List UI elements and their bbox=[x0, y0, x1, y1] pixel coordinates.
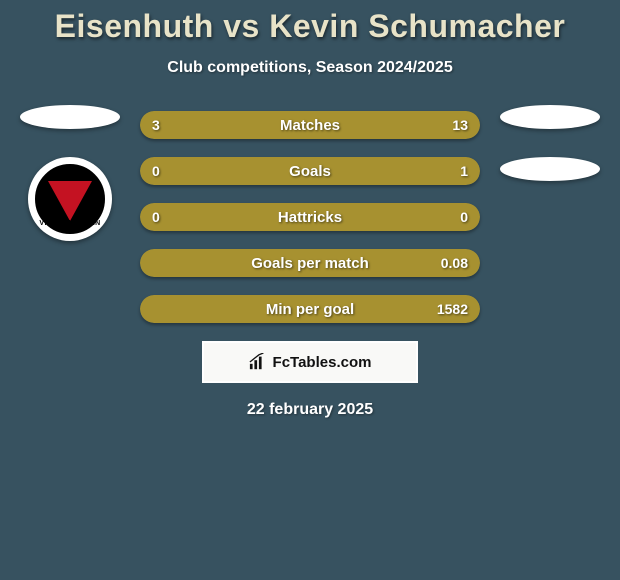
club-badge-name: VIKTORIA KÖLN bbox=[38, 220, 102, 227]
stat-row: Goals per match0.08 bbox=[140, 249, 480, 277]
club-badge-v-icon bbox=[48, 181, 92, 221]
stat-row: Min per goal1582 bbox=[140, 295, 480, 323]
stat-bar-right bbox=[154, 249, 480, 277]
stat-bar-left bbox=[140, 203, 310, 231]
stat-bars: Matches313 Goals01 Hattricks00 Goals per ma… bbox=[140, 111, 480, 323]
stat-bar-left bbox=[140, 249, 154, 277]
stat-bar-left bbox=[140, 157, 160, 185]
stat-row: Goals01 bbox=[140, 157, 480, 185]
snapshot-date: 22 february 2025 bbox=[0, 401, 620, 419]
club-badge-viktoria-koln: 1904 VIKTORIA KÖLN bbox=[28, 157, 112, 241]
stat-row: Hattricks00 bbox=[140, 203, 480, 231]
stat-bar-left bbox=[140, 295, 154, 323]
right-player-badges bbox=[495, 105, 605, 209]
stat-bar-track bbox=[140, 295, 480, 323]
brand-text: FcTables.com bbox=[273, 354, 372, 371]
comparison-chart: 1904 VIKTORIA KÖLN Matches313 Goals01 Hatt… bbox=[0, 111, 620, 323]
left-player-badges: 1904 VIKTORIA KÖLN bbox=[15, 105, 125, 241]
player-photo-placeholder bbox=[500, 105, 600, 129]
comparison-title: Eisenhuth vs Kevin Schumacher bbox=[0, 0, 620, 45]
stat-bar-right bbox=[154, 295, 480, 323]
stat-bar-left bbox=[140, 111, 205, 139]
stat-bar-track bbox=[140, 203, 480, 231]
club-badge-year: 1904 bbox=[38, 170, 102, 179]
club-badge-placeholder bbox=[500, 157, 600, 181]
stat-bar-track bbox=[140, 249, 480, 277]
comparison-subtitle: Club competitions, Season 2024/2025 bbox=[0, 59, 620, 77]
brand-watermark: FcTables.com bbox=[202, 341, 418, 383]
bar-chart-icon bbox=[249, 353, 267, 371]
stat-bar-track bbox=[140, 157, 480, 185]
stat-row: Matches313 bbox=[140, 111, 480, 139]
stat-bar-track bbox=[140, 111, 480, 139]
stat-bar-right bbox=[205, 111, 480, 139]
stat-bar-right bbox=[310, 203, 480, 231]
player-photo-placeholder bbox=[20, 105, 120, 129]
stat-bar-right bbox=[160, 157, 480, 185]
